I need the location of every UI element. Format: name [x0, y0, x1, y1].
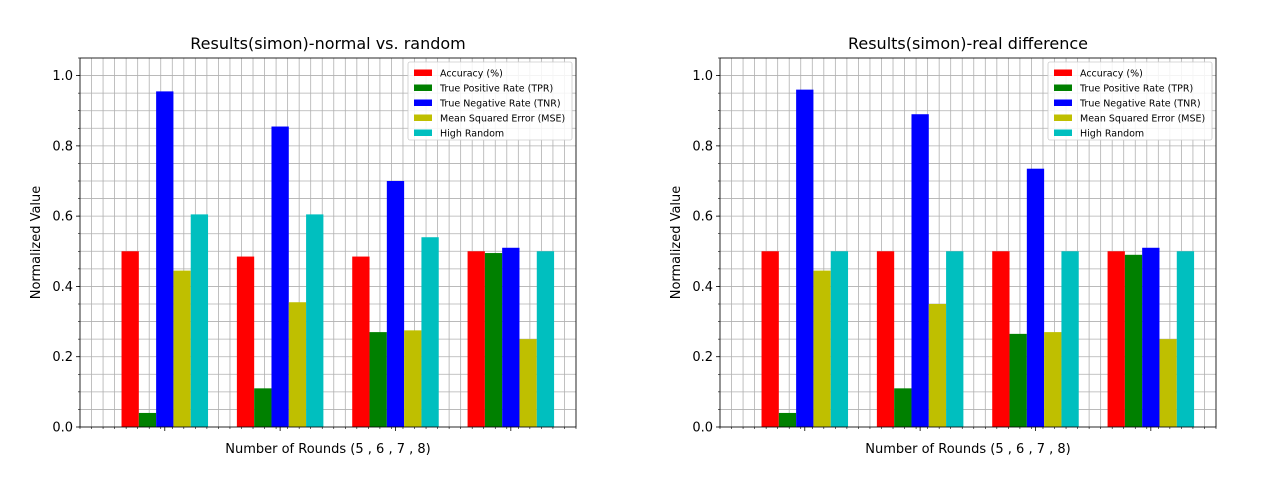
bar: [1176, 251, 1195, 427]
bar: [992, 251, 1010, 427]
bar: [502, 247, 520, 427]
bar: [796, 89, 814, 427]
bar: [778, 412, 797, 427]
bar: [421, 237, 439, 427]
legend-swatch: [414, 99, 432, 106]
bar: [236, 256, 255, 427]
legend-label: Accuracy (%): [1080, 69, 1143, 80]
bar: [386, 181, 405, 427]
x-axis-label: Number of Rounds (5 , 6 , 7 , 8): [865, 442, 1070, 457]
y-tick-label: 1.0: [52, 69, 73, 84]
legend-label: Mean Squared Error (MSE): [440, 114, 565, 125]
legend-label: True Positive Rate (TPR): [439, 84, 553, 95]
bar: [306, 214, 324, 427]
bar: [138, 412, 157, 427]
legend-label: High Random: [1080, 129, 1144, 140]
y-tick-label: 0.0: [692, 421, 713, 436]
y-tick-label: 0.8: [692, 139, 713, 154]
axes-frame: [719, 57, 1217, 428]
legend: Accuracy (%) True Positive Rate (TPR) True…: [407, 61, 573, 141]
x-axis-label: Number of Rounds (5 , 6 , 7 , 8): [225, 442, 430, 457]
bar: [369, 332, 387, 427]
bar: [271, 126, 289, 428]
y-tick-label: 0.4: [692, 280, 713, 295]
bar: [1009, 333, 1027, 427]
y-tick-label: 0.2: [692, 350, 713, 365]
y-tick-label: 0.4: [52, 280, 73, 295]
legend-label: True Negative Rate (TNR): [439, 99, 561, 110]
y-tick-label: 0.0: [52, 421, 73, 436]
legend-swatch: [1054, 99, 1072, 106]
bar: [1026, 168, 1045, 427]
legend-label: Accuracy (%): [440, 69, 503, 80]
bar: [1159, 339, 1177, 427]
bar: [894, 388, 912, 427]
legend-swatch: [414, 129, 432, 136]
y-tick-label: 0.6: [52, 210, 73, 225]
legend-label: True Negative Rate (TNR): [1079, 99, 1201, 110]
bar: [761, 251, 779, 427]
bar: [288, 302, 307, 427]
bar: [467, 251, 485, 427]
bar: [876, 251, 895, 427]
legend-label: Mean Squared Error (MSE): [1080, 114, 1205, 125]
chart-panel-2: 0.0 0.2 0.4 0.6 0.8 1.0 Results(simon)-real di…: [669, 34, 1217, 457]
y-tick-label: 0.2: [52, 350, 73, 365]
y-axis-label: Normalized Value: [29, 186, 44, 300]
legend-label: High Random: [440, 129, 504, 140]
bar: [911, 114, 929, 427]
bar: [1107, 251, 1125, 427]
bar: [156, 91, 174, 427]
bar: [352, 256, 370, 427]
bar: [484, 253, 503, 427]
legend-swatch: [414, 69, 432, 76]
legend-swatch: [1054, 69, 1072, 76]
bar: [813, 270, 831, 427]
legend-swatch: [414, 114, 432, 121]
bar: [1124, 254, 1143, 427]
bar: [536, 251, 555, 427]
bar: [254, 388, 272, 427]
y-tick-label: 0.8: [52, 139, 73, 154]
bar: [404, 330, 422, 427]
y-tick-label: 0.6: [692, 210, 713, 225]
legend-swatch: [1054, 84, 1072, 91]
bar: [190, 214, 209, 427]
legend-swatch: [414, 84, 432, 91]
legend: Accuracy (%) True Positive Rate (TPR) True…: [1047, 61, 1213, 141]
legend-swatch: [1054, 114, 1072, 121]
axes-frame: [79, 57, 577, 428]
bar: [1044, 332, 1062, 427]
bar: [519, 339, 537, 427]
chart-title: Results(simon)-real difference: [848, 34, 1088, 53]
chart-panel-1: 0.0 0.2 0.4 0.6 0.8 1.0 Results(simon)-normal …: [29, 34, 577, 457]
bar: [1142, 247, 1160, 427]
y-axis-label: Normalized Value: [669, 186, 684, 300]
bar: [830, 251, 849, 427]
bar: [121, 251, 139, 427]
y-tick-label: 1.0: [692, 69, 713, 84]
bar: [946, 251, 964, 427]
legend-box: [407, 61, 573, 141]
bar: [173, 270, 191, 427]
legend-box: [1047, 61, 1213, 141]
chart-title: Results(simon)-normal vs. random: [190, 34, 466, 53]
legend-label: True Positive Rate (TPR): [1079, 84, 1193, 95]
bar: [1061, 251, 1079, 427]
bar: [928, 304, 947, 427]
legend-swatch: [1054, 129, 1072, 136]
